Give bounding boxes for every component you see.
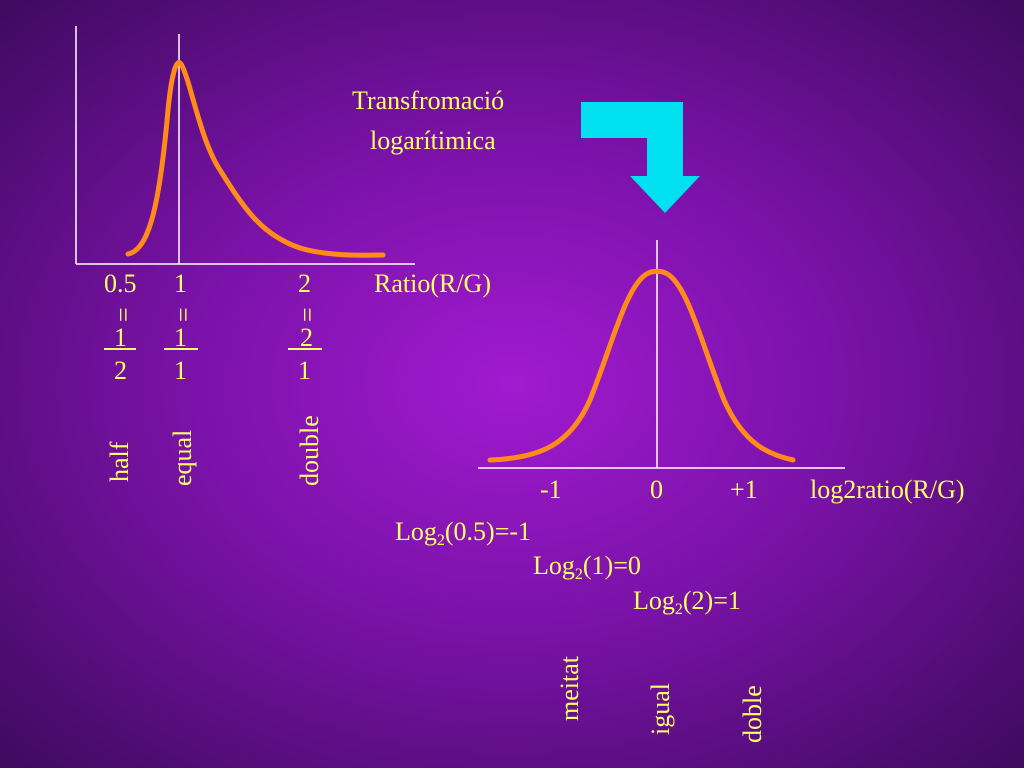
word-doble: doble (738, 685, 767, 743)
fraction-numerator: 1 (174, 323, 187, 352)
fraction-denominator: 2 (114, 356, 127, 385)
word-igual: igual (646, 683, 675, 735)
right-tick-label: -1 (540, 475, 562, 504)
title-line-1: Transfromació (352, 86, 505, 115)
left-tick-label: 0.5 (104, 269, 137, 298)
right-tick-label: 0 (650, 475, 663, 504)
fraction-bar (288, 348, 322, 350)
fraction-bar (164, 348, 198, 350)
fraction-bar (104, 348, 136, 350)
word-half: half (105, 441, 134, 482)
bent-down-arrow-icon (581, 102, 700, 213)
fraction-numerator: 2 (300, 323, 313, 352)
left-tick-label: 1 (174, 269, 187, 298)
right-x-axis-label: log2ratio(R/G) (810, 475, 965, 504)
right-tick-label: +1 (730, 475, 758, 504)
word-double: double (295, 415, 324, 486)
equation-log-two: Log2(2)=1 (633, 586, 741, 618)
fraction-denominator: 1 (174, 356, 187, 385)
equals-sign: = (293, 307, 322, 322)
left-tick-label: 2 (298, 269, 311, 298)
equals-sign: = (109, 307, 138, 322)
fraction-numerator: 1 (114, 323, 127, 352)
right-distribution-curve (487, 268, 796, 463)
title-line-2: logarítimica (370, 126, 496, 155)
word-meitat: meitat (555, 656, 584, 721)
left-x-axis-label: Ratio(R/G) (374, 269, 491, 298)
equation-log-one: Log2(1)=0 (533, 551, 641, 583)
left-distribution-curve (125, 60, 386, 258)
equation-log-half: Log2(0.5)=-1 (395, 517, 532, 549)
fraction-denominator: 1 (298, 356, 311, 385)
word-equal: equal (168, 429, 197, 486)
equals-sign: = (169, 307, 198, 322)
